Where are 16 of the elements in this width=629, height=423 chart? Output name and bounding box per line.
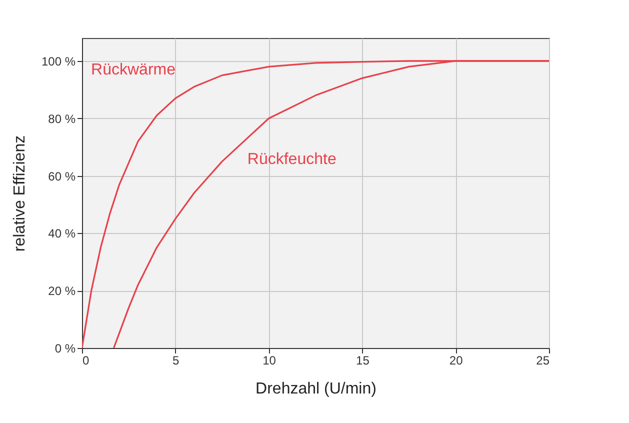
- x-tick-label: 15: [356, 354, 370, 368]
- y-tick-label: 20 %: [48, 284, 76, 298]
- y-axis-title: relative Effizienz: [11, 135, 28, 252]
- x-tick-label: 5: [172, 354, 180, 368]
- x-tick-label: 10: [262, 354, 276, 368]
- x-tick-label: 20: [449, 354, 464, 368]
- series-label: Rückfeuchte: [247, 150, 336, 168]
- x-tick-label: 25: [536, 354, 550, 368]
- x-axis-title: Drehzahl (U/min): [256, 380, 376, 398]
- y-tick-label: 40 %: [48, 226, 76, 241]
- y-tick-label: 80 %: [48, 112, 76, 126]
- y-tick-label: 100 %: [41, 54, 76, 68]
- x-tick-label: 0: [82, 354, 90, 368]
- y-tick-label: 0 %: [54, 342, 76, 356]
- y-tick-label: 60 %: [48, 169, 76, 184]
- series-label: Rückwärme: [91, 61, 176, 78]
